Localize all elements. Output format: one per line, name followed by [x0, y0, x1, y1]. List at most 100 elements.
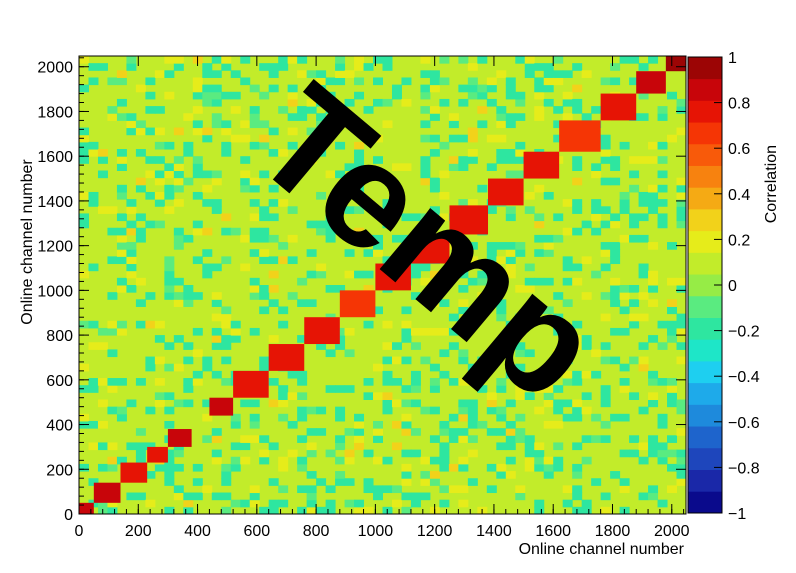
heatmap-cell	[79, 156, 89, 164]
heatmap-cell	[591, 227, 602, 236]
heatmap-cell	[363, 106, 374, 114]
heatmap-cell	[572, 463, 583, 472]
heatmap-cell	[240, 442, 251, 451]
heatmap-cell	[344, 249, 355, 257]
heatmap-cell	[515, 363, 526, 372]
heatmap-cell	[88, 63, 99, 71]
heatmap-cell	[410, 342, 421, 350]
heatmap-cell	[97, 63, 108, 71]
heatmap-cell	[211, 113, 222, 121]
heatmap-cell	[401, 420, 412, 429]
colorbar-tick-label: 0.8	[728, 96, 750, 113]
heatmap-cell	[629, 56, 640, 64]
heatmap-cell	[335, 406, 346, 415]
heatmap-cell	[581, 499, 592, 508]
heatmap-cell	[429, 478, 440, 486]
heatmap-cell	[211, 70, 222, 78]
heatmap-cell	[79, 141, 89, 150]
heatmap-cell	[211, 299, 222, 307]
heatmap-cell	[268, 184, 279, 193]
heatmap-cell	[410, 499, 421, 508]
heatmap-cell	[363, 63, 374, 71]
diagonal-block	[233, 370, 269, 398]
heatmap-cell	[202, 98, 213, 107]
heatmap-cell	[401, 385, 412, 393]
heatmap-cell	[505, 242, 516, 250]
heatmap-cell	[192, 370, 203, 379]
heatmap-cell	[496, 378, 507, 386]
heatmap-cell	[97, 378, 108, 386]
heatmap-cell	[116, 191, 127, 200]
heatmap-cell	[107, 463, 118, 472]
colorbar-tick-label: −0.4	[728, 369, 760, 386]
heatmap-cell	[534, 106, 545, 114]
heatmap-cell	[306, 428, 317, 436]
heatmap-cell	[524, 456, 535, 465]
heatmap-cell	[221, 478, 232, 486]
heatmap-cell	[297, 392, 308, 400]
heatmap-cell	[335, 342, 346, 350]
heatmap-cell	[610, 213, 621, 222]
heatmap-cell	[145, 170, 156, 179]
heatmap-cell	[297, 163, 308, 171]
colorbar-segment	[688, 469, 722, 492]
heatmap-cell	[629, 320, 640, 329]
heatmap-cell	[316, 120, 327, 129]
heatmap-cell	[173, 184, 184, 193]
heatmap-cell	[116, 249, 127, 257]
heatmap-cell	[524, 463, 535, 472]
heatmap-cell	[249, 399, 260, 408]
heatmap-cell	[211, 199, 222, 207]
heatmap-cell	[211, 56, 222, 64]
heatmap-cell	[581, 292, 592, 300]
heatmap-cell	[562, 499, 573, 508]
heatmap-cell	[88, 342, 99, 350]
heatmap-cell	[268, 70, 279, 78]
heatmap-cell	[107, 77, 118, 86]
heatmap-cell	[562, 413, 573, 422]
heatmap-cell	[534, 370, 545, 379]
heatmap-cell	[562, 113, 573, 121]
heatmap-cell	[107, 320, 118, 329]
heatmap-cell	[420, 120, 431, 129]
heatmap-cell	[154, 392, 165, 400]
diagonal-block	[523, 151, 560, 179]
colorbar-tick-label: −0.6	[728, 415, 760, 432]
heatmap-cell	[391, 485, 402, 494]
heatmap-cell	[344, 428, 355, 436]
heatmap-cell	[192, 478, 203, 486]
heatmap-cell	[676, 456, 687, 465]
heatmap-cell	[240, 234, 251, 243]
heatmap-cell	[382, 120, 393, 129]
heatmap-cell	[249, 277, 260, 286]
heatmap-cell	[335, 413, 346, 422]
heatmap-cell	[562, 299, 573, 307]
x-tick-label: 600	[243, 523, 270, 540]
heatmap-cell	[439, 485, 450, 494]
heatmap-cell	[676, 313, 687, 322]
heatmap-cell	[657, 113, 668, 121]
heatmap-cell	[316, 263, 327, 272]
heatmap-cell	[648, 299, 659, 307]
heatmap-cell	[553, 327, 564, 336]
y-tick-label: 600	[46, 373, 73, 390]
heatmap-cell	[373, 363, 383, 372]
heatmap-cell	[467, 134, 478, 143]
heatmap-cell	[410, 213, 421, 222]
heatmap-cell	[657, 184, 668, 193]
heatmap-cell	[486, 428, 497, 436]
heatmap-cell	[268, 378, 279, 386]
y-tick-label: 1600	[37, 149, 73, 166]
heatmap-cell	[202, 227, 213, 236]
heatmap-cell	[467, 399, 478, 408]
heatmap-cell	[373, 456, 383, 465]
heatmap-cell	[600, 506, 611, 515]
heatmap-cell	[505, 156, 516, 164]
heatmap-cell	[629, 435, 640, 443]
heatmap-cell	[648, 399, 659, 408]
heatmap-cell	[363, 378, 374, 386]
heatmap-cell	[467, 91, 478, 100]
heatmap-cell	[515, 91, 526, 100]
heatmap-cell	[420, 56, 431, 64]
heatmap-cell	[600, 356, 611, 365]
